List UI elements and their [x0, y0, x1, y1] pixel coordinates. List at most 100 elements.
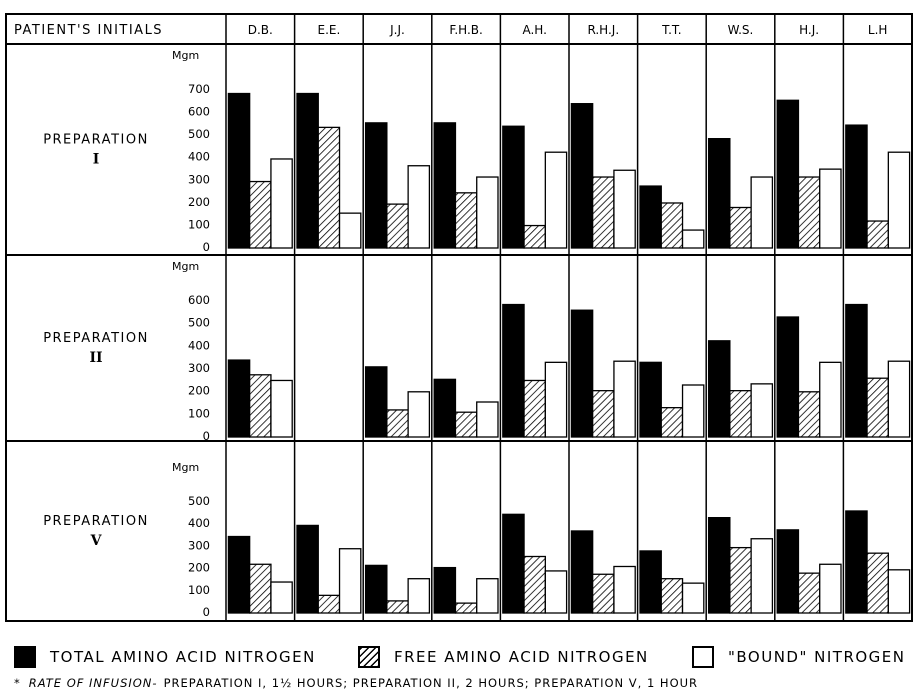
bar-bound: [407, 165, 431, 249]
bar-free: [866, 552, 889, 614]
bar-bound: [476, 176, 499, 249]
bar-free: [317, 126, 341, 249]
bar-total: [707, 517, 731, 614]
y-tick-label: 300: [188, 538, 210, 552]
y-tick-label: 400: [188, 516, 210, 530]
y-tick-label: 300: [188, 172, 210, 186]
panel-numeral: V: [90, 533, 103, 549]
bar-bound: [338, 212, 362, 249]
legend-swatch-free: [358, 646, 380, 668]
bar-bound: [544, 361, 568, 438]
bar-total: [639, 185, 662, 249]
bar-total: [570, 530, 594, 614]
bar-bound: [681, 582, 705, 614]
bar-bound: [407, 578, 431, 614]
footnote-lead: RATE OF INFUSION-: [28, 676, 158, 690]
y-tick-label: 400: [188, 338, 210, 352]
header-patients-label: PATIENT'S INITIALS: [14, 23, 163, 38]
bar-total: [364, 564, 388, 614]
bar-bound: [887, 569, 911, 614]
footnote-star: *: [14, 676, 21, 690]
y-tick-label: 500: [188, 127, 210, 141]
bar-free: [454, 411, 478, 438]
bar-bound: [407, 391, 431, 438]
bar-bound: [819, 563, 842, 614]
legend: TOTAL AMINO ACID NITROGEN FREE AMINO ACI…: [0, 642, 916, 672]
bar-total: [570, 103, 594, 249]
bar-total: [296, 92, 319, 249]
bar-bound: [750, 383, 774, 438]
y-tick-label: 600: [188, 105, 210, 119]
panel-label: PREPARATION: [43, 133, 149, 148]
y-tick-label: 600: [188, 293, 210, 307]
y-tick-label: 0: [203, 429, 210, 443]
patient-label: T.T.: [661, 23, 681, 37]
bar-free: [386, 409, 409, 438]
y-tick-label: 200: [188, 384, 210, 398]
bar-bound: [476, 578, 499, 614]
y-tick-label: 200: [188, 561, 210, 575]
bar-total: [433, 566, 457, 614]
bar-free: [454, 192, 478, 249]
bar-bound: [613, 169, 636, 249]
bar-free: [592, 390, 615, 438]
y-tick-label: 0: [203, 605, 210, 619]
bar-free: [454, 602, 478, 614]
bar-free: [523, 555, 546, 614]
bar-free: [249, 374, 272, 438]
bar-total: [433, 122, 457, 249]
bar-total: [570, 309, 594, 438]
patient-label: W.S.: [728, 23, 754, 37]
bar-total: [707, 138, 731, 249]
unit-label: Mgm: [172, 49, 199, 62]
bar-free: [797, 572, 821, 614]
bar-total: [227, 92, 251, 249]
bar-total: [776, 529, 800, 614]
bar-total: [502, 125, 525, 249]
bar-total: [227, 359, 251, 438]
unit-label: Mgm: [172, 461, 199, 474]
bar-total: [776, 99, 800, 249]
bar-free: [729, 206, 752, 249]
panel-numeral: I: [93, 152, 100, 168]
bar-free: [592, 573, 615, 614]
legend-label-bound: "BOUND" NITROGEN: [728, 648, 906, 666]
patient-label: F.H.B.: [449, 23, 482, 37]
footnote: * RATE OF INFUSION- PREPARATION I, 1½ HOUR…: [14, 676, 698, 690]
bar-free: [660, 202, 684, 249]
bar-bound: [681, 229, 705, 249]
bar-free: [660, 407, 684, 438]
bar-total: [845, 303, 868, 438]
patient-label: D.B.: [248, 23, 273, 37]
y-tick-label: 200: [188, 195, 210, 209]
legend-item-total: TOTAL AMINO ACID NITROGEN: [14, 646, 316, 668]
patient-label: A.H.: [522, 23, 546, 37]
bar-bound: [750, 176, 774, 249]
y-tick-label: 300: [188, 361, 210, 375]
legend-swatch-total: [14, 646, 36, 668]
legend-item-bound: "BOUND" NITROGEN: [692, 646, 906, 668]
patient-label: E.E.: [318, 23, 341, 37]
bar-total: [502, 303, 525, 438]
bar-bound: [887, 360, 911, 438]
bar-bound: [613, 360, 636, 438]
bar-total: [707, 340, 731, 438]
bar-total: [433, 378, 457, 438]
bar-total: [364, 366, 388, 438]
y-tick-label: 0: [203, 240, 210, 254]
bar-free: [797, 391, 821, 438]
patient-label: J.J.: [389, 23, 405, 37]
y-tick-label: 700: [188, 82, 210, 96]
unit-label: Mgm: [172, 260, 199, 273]
bar-bound: [681, 384, 705, 438]
bar-free: [729, 546, 752, 614]
bar-bound: [338, 548, 362, 614]
panel-label: PREPARATION: [43, 331, 149, 346]
patient-label: L.H: [868, 23, 888, 37]
bar-bound: [544, 151, 568, 249]
legend-label-free: FREE AMINO ACID NITROGEN: [394, 648, 649, 666]
bar-total: [502, 513, 525, 614]
bar-total: [845, 124, 868, 249]
bar-bound: [270, 158, 293, 249]
bar-bound: [750, 538, 774, 614]
